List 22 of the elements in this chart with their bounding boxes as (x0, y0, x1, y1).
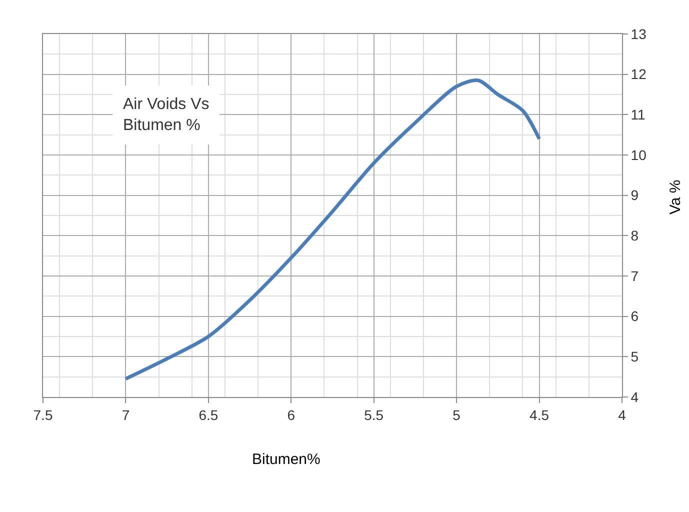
y-tick-label: 10 (630, 146, 647, 163)
y-tick-label: 4 (630, 388, 639, 405)
x-tick-label: 5.5 (364, 406, 384, 423)
line-series (124, 78, 542, 381)
y-tick-label: 7 (630, 268, 639, 284)
x-tick-label: 7.5 (33, 406, 53, 423)
y-axis-title: Va % (666, 180, 684, 215)
x-tick-label: 6.5 (198, 406, 218, 423)
x-tick-label: 6 (287, 406, 296, 423)
x-tick-label: 5 (452, 406, 461, 423)
y-tick-label: 8 (630, 228, 639, 244)
x-tick-label: 7 (122, 406, 130, 423)
x-tick-label: 4.5 (530, 406, 550, 423)
x-tick-label: 4 (618, 406, 626, 423)
y-tick-label: 12 (630, 66, 647, 82)
y-tick-label: 11 (630, 106, 646, 123)
x-axis-title: Bitumen% (252, 451, 320, 468)
y-tick-label: 9 (630, 187, 639, 204)
y-tick-label: 6 (630, 308, 639, 324)
y-tick-label: 5 (630, 348, 639, 365)
annotation: Air Voids Vs Bitumen % (123, 96, 210, 134)
y-tick-label: 13 (630, 26, 647, 42)
